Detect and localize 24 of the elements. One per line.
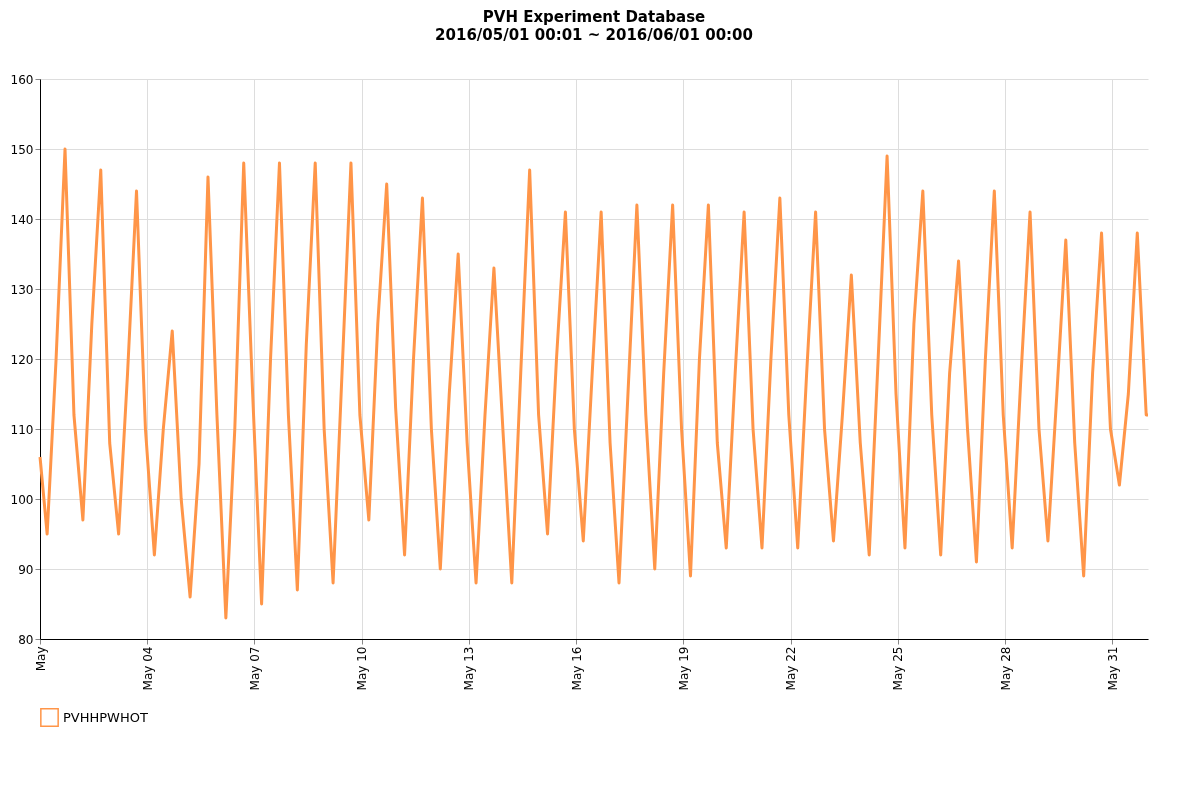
chart-title: PVH Experiment Database <box>482 8 706 26</box>
legend-label: PVHHPWHOT <box>63 709 148 725</box>
x-tick-label: May 28 <box>998 646 1013 691</box>
x-tick-label: May 16 <box>569 646 584 691</box>
y-tick-label: 100 <box>10 492 34 507</box>
x-tick-label: May 31 <box>1105 646 1120 691</box>
x-tick-label: May 07 <box>247 646 262 691</box>
x-tick-label: May 19 <box>676 646 691 691</box>
y-tick-label: 160 <box>10 72 34 87</box>
x-tick-label: May 25 <box>891 646 906 691</box>
x-tick-label: May <box>33 646 48 672</box>
y-tick-label: 90 <box>18 562 34 577</box>
line-series <box>38 147 1150 620</box>
x-tick-label: May 10 <box>355 646 370 691</box>
y-tick-label: 80 <box>18 632 34 647</box>
x-tick-label: May 13 <box>462 646 477 691</box>
y-tick-label: 110 <box>10 422 34 437</box>
x-tick-label: May 22 <box>784 646 799 691</box>
y-tick-label: 130 <box>10 282 34 297</box>
y-tick-label: 140 <box>10 212 34 227</box>
chart-subtitle: 2016/05/01 00:01 ~ 2016/06/01 00:00 <box>435 26 753 44</box>
y-tick-label: 120 <box>10 352 34 367</box>
x-tick-label: May 04 <box>140 646 155 691</box>
y-tick-label: 150 <box>10 142 34 157</box>
